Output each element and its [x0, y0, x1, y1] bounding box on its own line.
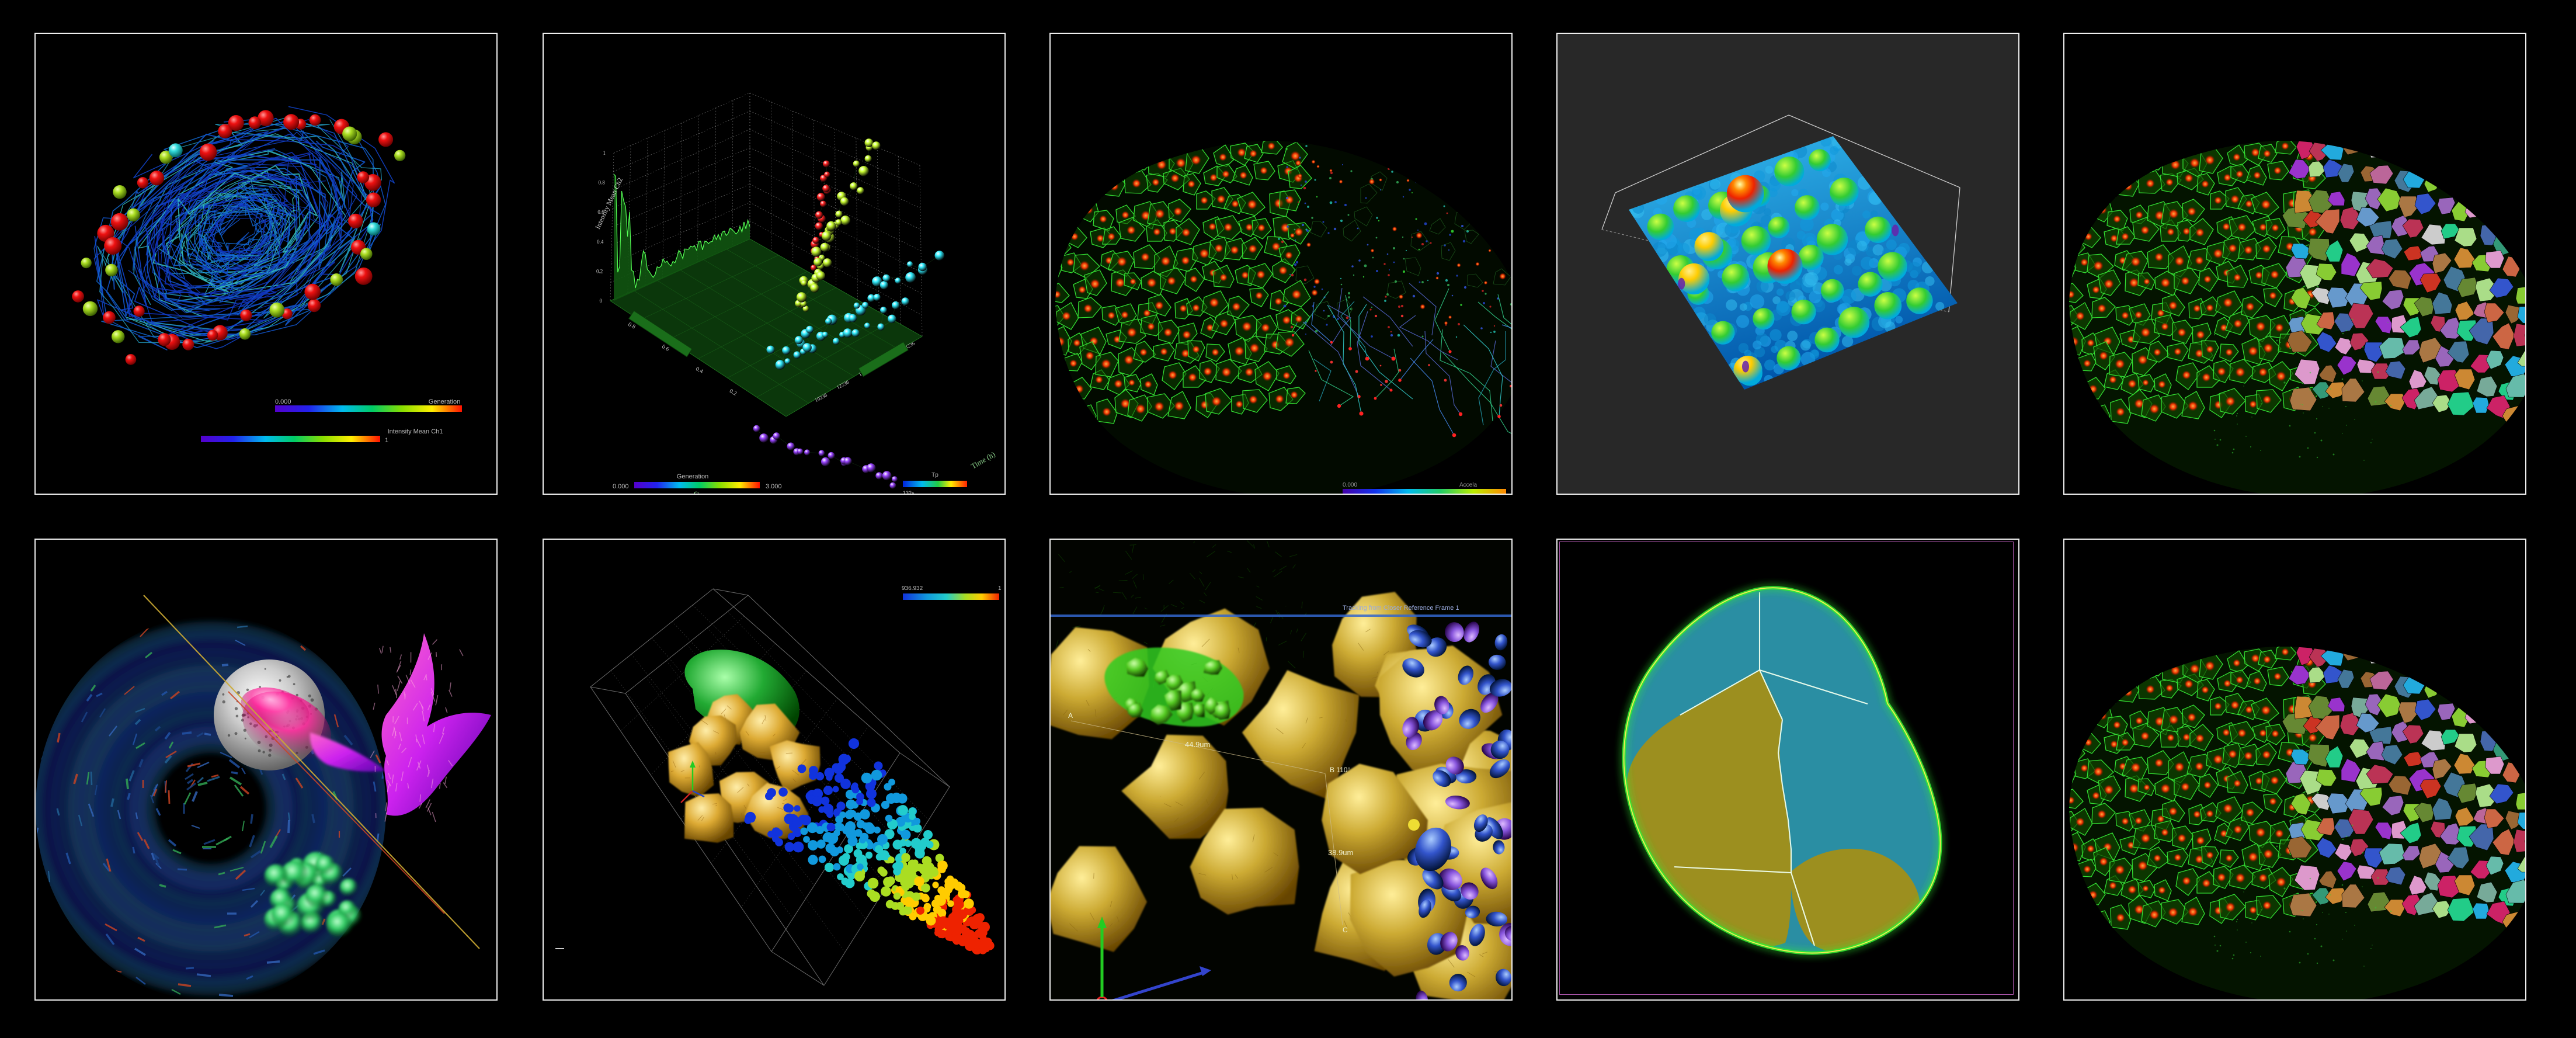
svg-text:0.000: 0.000 [1343, 482, 1357, 488]
svg-text:Generation: Generation [429, 398, 460, 405]
svg-text:B 110°: B 110° [1330, 766, 1350, 774]
svg-text:1: 1 [998, 585, 1002, 592]
svg-text:936.932: 936.932 [902, 585, 923, 592]
svg-text:132s: 132s [903, 490, 915, 495]
svg-text:0.2: 0.2 [596, 268, 603, 274]
svg-text:C: C [1343, 926, 1348, 934]
svg-text:Accela: Accela [1459, 482, 1477, 488]
svg-text:A: A [1068, 711, 1073, 720]
svg-text:1: 1 [603, 150, 606, 156]
svg-text:0.000: 0.000 [275, 398, 291, 405]
svg-text:3.000: 3.000 [766, 483, 782, 490]
svg-text:Generation: Generation [692, 489, 726, 495]
svg-text:0: 0 [600, 298, 603, 304]
svg-text:38.9um: 38.9um [1328, 848, 1353, 857]
svg-text:0.000: 0.000 [613, 483, 629, 490]
svg-text:1: 1 [385, 437, 388, 444]
svg-text:44.9um: 44.9um [1185, 740, 1210, 749]
svg-text:0.4: 0.4 [597, 239, 604, 245]
svg-text:0.2: 0.2 [728, 388, 738, 397]
svg-text:Tp: Tp [931, 472, 938, 478]
svg-text:Generation: Generation [677, 473, 708, 480]
svg-text:Time (h): Time (h) [969, 450, 997, 471]
svg-text:0.4: 0.4 [694, 366, 704, 375]
svg-text:0.8: 0.8 [599, 180, 606, 186]
svg-text:Tracking from Closer Reference: Tracking from Closer Reference Frame 1 [1343, 605, 1459, 612]
svg-text:Intensity Mean Ch1: Intensity Mean Ch1 [388, 428, 443, 435]
